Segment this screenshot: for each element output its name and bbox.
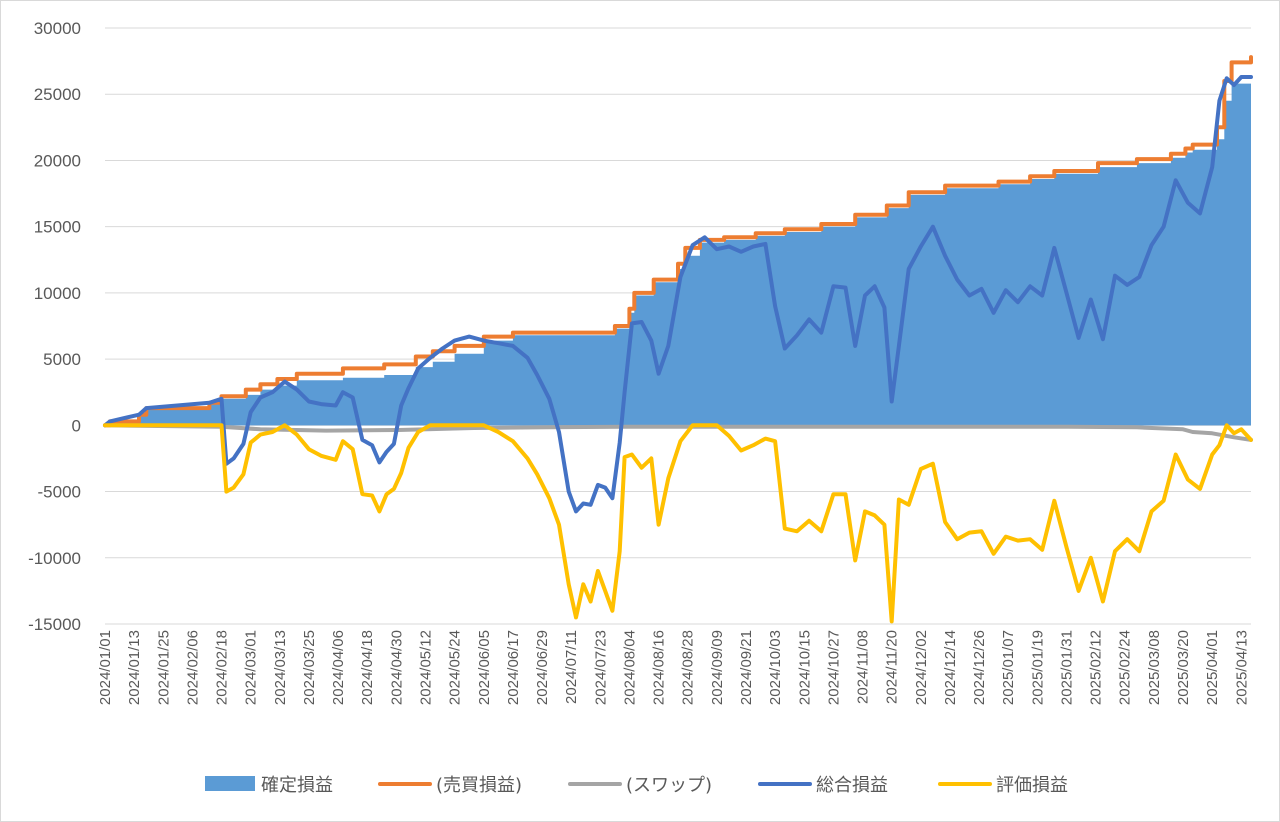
- x-axis-ticks: 2024/01/01 2024/01/13 2024/01/25 2024/02/06…: [97, 630, 1250, 705]
- x-tick-label: 2024/04/06: [330, 630, 347, 705]
- y-tick-label: 20000: [34, 151, 81, 170]
- series-line-hyoka-soneki: [103, 423, 1253, 624]
- x-tick-label: 2025/01/31: [1058, 630, 1075, 705]
- x-tick-label: 2024/02/18: [214, 630, 231, 705]
- x-tick-label: 2024/02/06: [184, 630, 201, 705]
- x-tick-label: 2024/07/23: [592, 630, 609, 705]
- x-tick-label: 2025/01/07: [1000, 630, 1017, 705]
- x-tick-label: 2025/04/13: [1233, 630, 1250, 705]
- y-tick-label: -10000: [28, 549, 81, 568]
- x-tick-label: 2024/08/04: [621, 630, 638, 705]
- x-tick-label: 2024/03/25: [301, 630, 318, 705]
- x-tick-label: 2024/11/20: [884, 630, 901, 704]
- y-tick-label: 30000: [34, 19, 81, 38]
- x-tick-label: 2024/03/01: [243, 630, 260, 705]
- x-tick-label: 2024/06/05: [476, 630, 493, 705]
- series-line-baibai-soneki: [103, 55, 1253, 428]
- x-tick-label: 2024/05/12: [417, 630, 434, 705]
- x-tick-label: 2024/09/21: [738, 630, 755, 705]
- x-tick-label: 2024/06/17: [505, 630, 522, 705]
- series-line-sogo-soneki: [103, 75, 1253, 514]
- y-tick-label: 15000: [34, 218, 81, 237]
- series-area-kakutei-soneki: [105, 77, 1251, 426]
- x-tick-label: 2024/04/18: [359, 630, 376, 705]
- y-tick-label: -15000: [28, 615, 81, 634]
- x-tick-label: 2024/12/02: [913, 630, 930, 705]
- legend-swatch: [205, 776, 255, 791]
- x-tick-label: 2025/04/01: [1204, 630, 1221, 705]
- x-tick-label: 2024/01/13: [126, 630, 143, 705]
- x-tick-label: 2024/08/16: [651, 630, 668, 705]
- line-layer: [103, 55, 1253, 624]
- legend: 確定損益 (売買損益) (スワップ) 総合損益 評価損益: [205, 775, 1068, 796]
- x-tick-label: 2024/09/09: [709, 630, 726, 705]
- legend-label: (スワップ): [626, 775, 712, 796]
- x-tick-label: 2024/01/25: [155, 630, 172, 705]
- x-tick-label: 2024/03/13: [272, 630, 289, 705]
- legend-label: (売買損益): [436, 775, 522, 796]
- y-tick-label: 5000: [43, 350, 81, 369]
- legend-label: 総合損益: [816, 775, 888, 796]
- x-tick-label: 2025/03/20: [1175, 630, 1192, 705]
- x-tick-label: 2024/07/11: [563, 630, 580, 704]
- x-tick-label: 2024/05/24: [447, 630, 464, 705]
- y-tick-label: 10000: [34, 284, 81, 303]
- x-tick-label: 2025/03/08: [1146, 630, 1163, 705]
- y-axis-ticks: 30000 25000 20000 15000 10000 5000 0 -5000 -1000…: [28, 19, 81, 634]
- x-tick-label: 2024/06/29: [534, 630, 551, 705]
- x-tick-label: 2024/01/01: [97, 630, 114, 705]
- y-tick-label: -5000: [38, 483, 81, 502]
- area-layer: [105, 77, 1251, 426]
- x-tick-label: 2025/02/24: [1117, 630, 1134, 705]
- y-tick-label: 0: [72, 416, 81, 435]
- legend-label: 評価損益: [996, 775, 1068, 796]
- x-tick-label: 2024/04/30: [388, 630, 405, 705]
- x-tick-label: 2025/02/12: [1088, 630, 1105, 705]
- x-tick-label: 2024/11/08: [855, 630, 872, 704]
- x-tick-label: 2024/10/15: [796, 630, 813, 705]
- x-tick-label: 2024/12/26: [971, 630, 988, 705]
- series-line-swap: [103, 423, 1253, 442]
- y-tick-label: 25000: [34, 85, 81, 104]
- x-tick-label: 2024/10/03: [767, 630, 784, 705]
- legend-label: 確定損益: [261, 775, 333, 796]
- x-tick-label: 2024/08/28: [680, 630, 697, 705]
- x-tick-label: 2024/12/14: [942, 630, 959, 705]
- x-tick-label: 2024/10/27: [825, 630, 842, 705]
- x-tick-label: 2025/01/19: [1029, 630, 1046, 705]
